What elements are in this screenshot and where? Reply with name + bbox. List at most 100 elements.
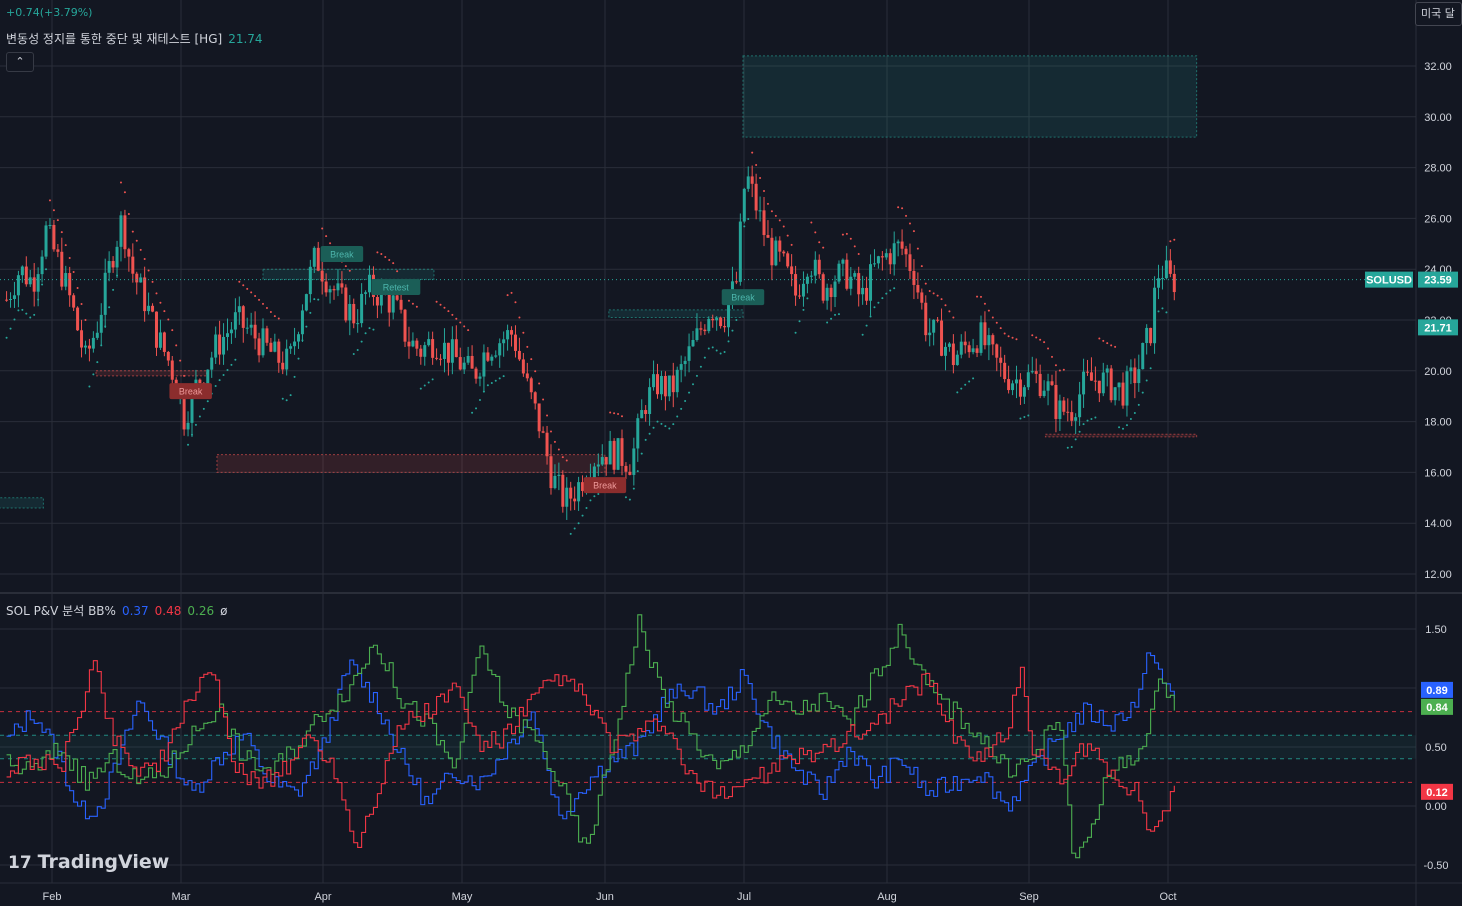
candle-body [845, 259, 849, 289]
candle-body [884, 253, 888, 258]
trailing-stop-dot [1070, 446, 1073, 448]
candle-body [222, 336, 226, 355]
candle-body [900, 241, 904, 249]
trailing-stop-dot [518, 316, 521, 319]
trailing-stop-dot [849, 237, 852, 240]
trailing-stop-dot [869, 315, 872, 318]
candle-body [916, 284, 920, 293]
candle-body [273, 341, 277, 352]
trailing-stop-dot [1086, 419, 1089, 422]
trailing-stop-dot [356, 348, 359, 351]
candle-body [52, 224, 56, 250]
candle-body [1074, 417, 1078, 421]
trailing-stop-dot [348, 269, 351, 272]
candle-body [403, 309, 407, 342]
trailing-stop-dot [1015, 338, 1018, 341]
candle-body [162, 332, 166, 352]
trailing-stop-dot [289, 394, 292, 397]
trailing-stop-dot [1074, 438, 1077, 441]
trailing-stop-dot [206, 400, 209, 403]
trailing-stop-dot [258, 298, 261, 301]
trailing-stop-dot [254, 294, 257, 297]
currency-button[interactable]: 미국 달 [1415, 2, 1462, 26]
trailing-stop-dot [979, 295, 982, 298]
candle-body [663, 375, 667, 397]
trailing-stop-dot [238, 280, 241, 283]
trailing-stop-dot [782, 225, 785, 228]
signal-label-box [721, 289, 765, 306]
candle-body [987, 335, 991, 346]
trailing-stop-dot [1110, 344, 1113, 347]
candle-body [794, 274, 798, 296]
candle-body [494, 355, 498, 357]
candle-body [1046, 381, 1050, 391]
candle-body [541, 431, 545, 433]
candle-body [928, 332, 932, 336]
x-tick-label: Mar [172, 891, 191, 903]
y-tick-label: 32.00 [1424, 61, 1452, 73]
trailing-stop-dot [183, 374, 186, 377]
candle-body [1011, 383, 1015, 391]
candle-body [439, 358, 443, 360]
trailing-stop-dot [613, 412, 616, 415]
candle-body [955, 354, 959, 366]
candle-body [565, 487, 569, 507]
collapse-button[interactable]: ⌃ [6, 52, 34, 72]
candle-body [423, 345, 427, 357]
last-price-tag-bg [1418, 271, 1458, 288]
candle-body [5, 299, 9, 301]
trailing-stop-dot [478, 399, 481, 402]
candle-body [470, 355, 474, 369]
x-tick-label: Sep [1019, 891, 1039, 903]
trailing-stop-dot [45, 268, 48, 271]
candle-body [111, 261, 115, 268]
candle-body [300, 310, 304, 335]
candle-body [103, 272, 107, 315]
price-change: +0.74(+3.79%) [6, 6, 93, 19]
candle-body [644, 410, 648, 415]
trailing-stop-dot [455, 317, 458, 320]
trailing-stop-dot [151, 280, 154, 283]
trailing-stop-dot [628, 498, 631, 501]
sub-indicator-legend[interactable]: SOL P&V 분석 BB% 0.37 0.48 0.26 ø [6, 602, 227, 619]
trailing-stop-dot [463, 325, 466, 328]
candle-body [778, 240, 782, 252]
trailing-stop-dot [546, 414, 549, 417]
signal-label-text: Break [179, 387, 203, 397]
trailing-stop-dot [640, 452, 643, 455]
trailing-stop-dot [857, 252, 860, 255]
trailing-stop-dot [119, 181, 122, 184]
trailing-stop-dot [569, 532, 572, 535]
trailing-stop-dot [123, 191, 126, 194]
candle-body [892, 243, 896, 265]
candle-body [1066, 411, 1070, 413]
trailing-stop-dot [759, 177, 762, 180]
trailing-stop-dot [415, 305, 418, 308]
trailing-stop-dot [187, 443, 190, 446]
sub-indicator-green-value: 0.26 [187, 604, 215, 618]
candle-body [640, 410, 644, 419]
candle-body [1133, 367, 1137, 384]
candle-body [628, 471, 632, 475]
trailing-stop-dot [995, 321, 998, 324]
candle-body [620, 438, 624, 466]
trailing-stop-dot [84, 319, 87, 321]
trailing-stop-dot [617, 412, 620, 415]
trailing-stop-dot [277, 317, 280, 320]
candle-body [151, 305, 155, 312]
trailing-stop-dot [293, 375, 296, 378]
trailing-stop-dot [644, 438, 647, 441]
sub-value-tag: 0.84 [1426, 702, 1448, 714]
candle-body [198, 379, 202, 384]
candle-body [368, 274, 372, 293]
trailing-stop-dot [830, 317, 833, 320]
trailing-stop-dot [171, 329, 174, 332]
zone-box-resistance [262, 268, 435, 280]
sub-value-tag-bg [1421, 698, 1453, 715]
sub-series-line [6, 614, 1175, 859]
main-indicator-legend[interactable]: 변동성 정지를 통한 중단 및 재테스트 [HG] 21.74 [6, 30, 263, 47]
trailing-stop-dot [798, 320, 801, 323]
trailing-stop-dot [1145, 379, 1148, 382]
